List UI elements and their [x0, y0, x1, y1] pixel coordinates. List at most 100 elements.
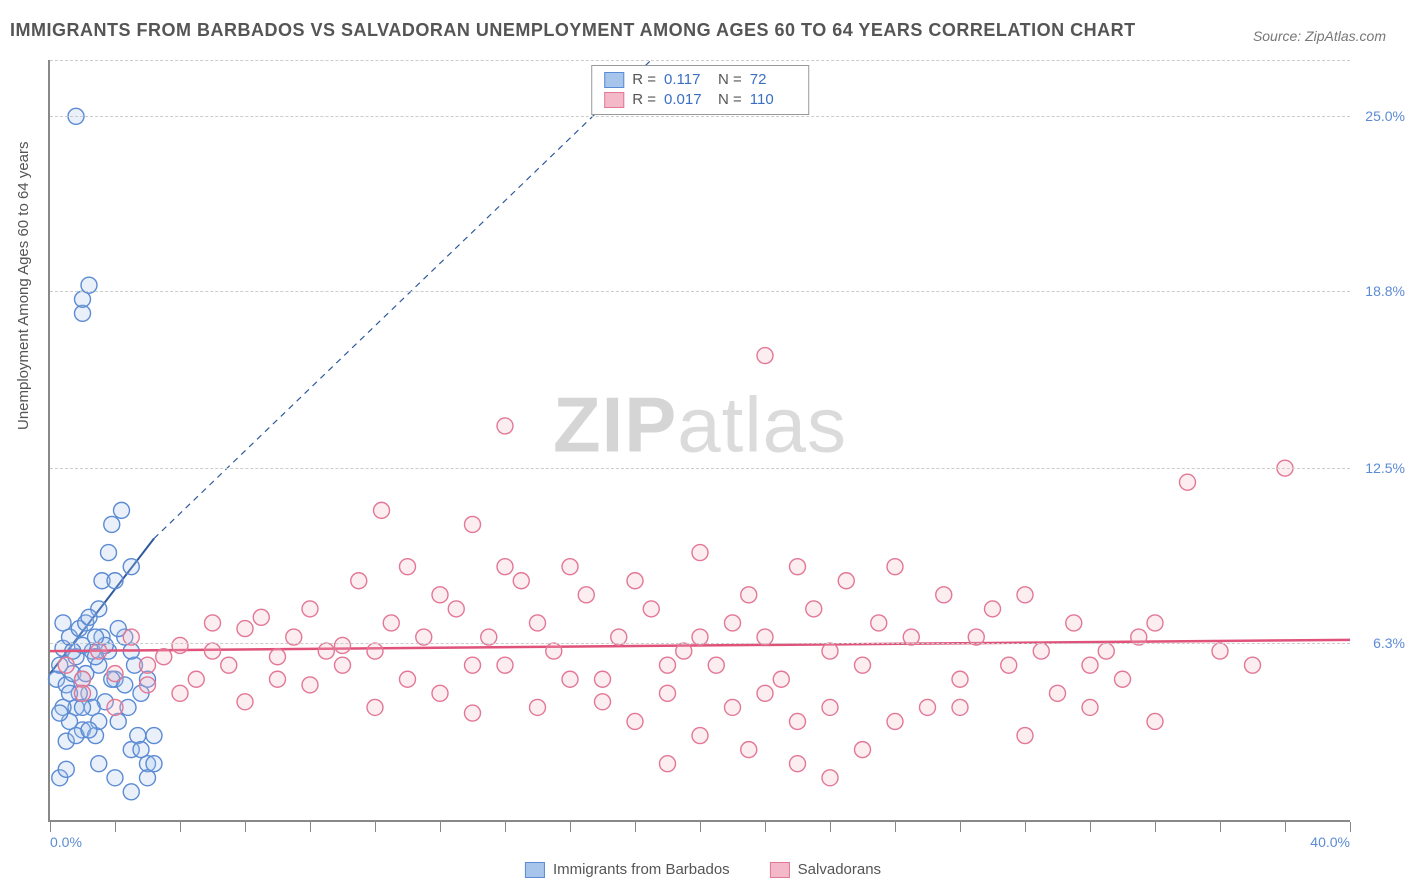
data-point: [627, 573, 643, 589]
data-point: [1082, 699, 1098, 715]
data-point: [58, 657, 74, 673]
data-point: [530, 699, 546, 715]
data-point: [101, 545, 117, 561]
x-tick: [375, 822, 376, 832]
data-point: [114, 502, 130, 518]
x-tick: [1155, 822, 1156, 832]
data-point: [1033, 643, 1049, 659]
data-point: [205, 643, 221, 659]
data-point: [643, 601, 659, 617]
data-point: [130, 728, 146, 744]
legend-label: Salvadorans: [798, 861, 881, 878]
data-point: [302, 677, 318, 693]
data-point: [1147, 713, 1163, 729]
n-value: 110: [750, 90, 796, 110]
x-tick: [505, 822, 506, 832]
data-point: [335, 637, 351, 653]
data-point: [676, 643, 692, 659]
data-point: [107, 770, 123, 786]
data-point: [578, 587, 594, 603]
data-point: [952, 671, 968, 687]
data-point: [318, 643, 334, 659]
data-point: [838, 573, 854, 589]
y-tick-label: 6.3%: [1373, 635, 1405, 651]
data-point: [465, 705, 481, 721]
gridline: [50, 643, 1350, 644]
gridline: [50, 291, 1350, 292]
data-point: [172, 637, 188, 653]
data-point: [1245, 657, 1261, 673]
data-point: [91, 756, 107, 772]
data-point: [660, 756, 676, 772]
data-point: [773, 671, 789, 687]
x-tick: [180, 822, 181, 832]
x-tick: [700, 822, 701, 832]
data-point: [52, 705, 68, 721]
series-swatch: [604, 92, 624, 108]
data-point: [887, 559, 903, 575]
data-point: [188, 671, 204, 687]
series-swatch: [525, 862, 545, 878]
x-tick: [245, 822, 246, 832]
data-point: [133, 742, 149, 758]
data-point: [595, 694, 611, 710]
data-point: [91, 643, 107, 659]
data-point: [546, 643, 562, 659]
x-tick: [635, 822, 636, 832]
gridline: [50, 468, 1350, 469]
x-min-label: 0.0%: [50, 834, 82, 850]
x-tick: [1025, 822, 1026, 832]
data-point: [1001, 657, 1017, 673]
data-point: [530, 615, 546, 631]
series-legend: Immigrants from Barbados Salvadorans: [525, 861, 881, 878]
data-point: [400, 559, 416, 575]
data-point: [107, 666, 123, 682]
data-point: [81, 609, 97, 625]
data-point: [432, 587, 448, 603]
data-point: [1147, 615, 1163, 631]
data-point: [660, 685, 676, 701]
data-point: [936, 587, 952, 603]
legend-item: Salvadorans: [770, 861, 881, 878]
x-tick: [310, 822, 311, 832]
data-point: [1212, 643, 1228, 659]
data-point: [465, 657, 481, 673]
r-value: 0.017: [664, 90, 710, 110]
data-point: [692, 545, 708, 561]
data-point: [1180, 474, 1196, 490]
x-tick: [765, 822, 766, 832]
data-point: [107, 573, 123, 589]
y-tick-label: 25.0%: [1365, 108, 1405, 124]
data-point: [741, 587, 757, 603]
legend-label: Immigrants from Barbados: [553, 861, 730, 878]
data-point: [708, 657, 724, 673]
data-point: [123, 559, 139, 575]
data-point: [627, 713, 643, 729]
data-point: [1017, 587, 1033, 603]
data-point: [465, 516, 481, 532]
data-point: [123, 784, 139, 800]
data-point: [107, 699, 123, 715]
data-point: [562, 559, 578, 575]
stats-row: R =0.117N =72: [604, 70, 796, 90]
data-point: [55, 615, 71, 631]
data-point: [146, 728, 162, 744]
stats-legend: R =0.117N =72R =0.017N =110: [591, 65, 809, 115]
data-point: [253, 609, 269, 625]
data-point: [221, 657, 237, 673]
x-tick: [1350, 822, 1351, 832]
data-point: [146, 756, 162, 772]
data-point: [790, 559, 806, 575]
data-point: [790, 713, 806, 729]
scatter-svg: [50, 60, 1350, 820]
data-point: [58, 761, 74, 777]
data-point: [367, 643, 383, 659]
y-axis-title: Unemployment Among Ages 60 to 64 years: [15, 141, 32, 430]
data-point: [270, 671, 286, 687]
data-point: [855, 657, 871, 673]
data-point: [237, 621, 253, 637]
data-point: [367, 699, 383, 715]
data-point: [871, 615, 887, 631]
data-point: [302, 601, 318, 617]
data-point: [660, 657, 676, 673]
